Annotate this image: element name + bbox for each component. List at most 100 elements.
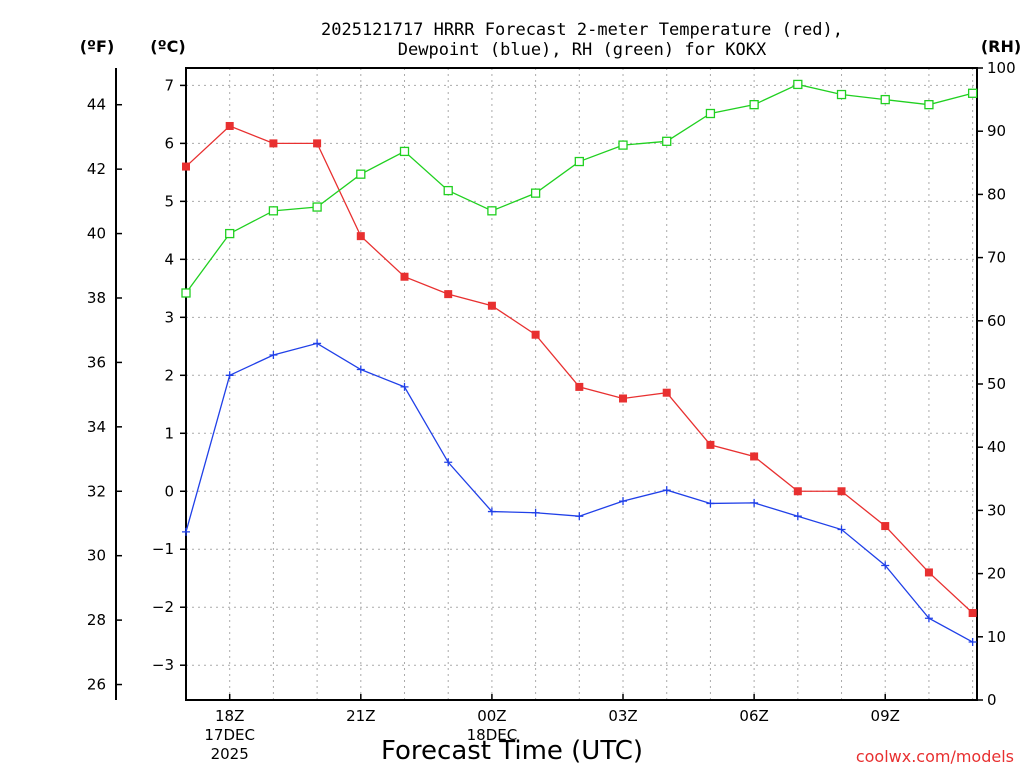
chart-title-line1: 2025121717 HRRR Forecast 2-meter Tempera…: [321, 20, 843, 40]
x-tick-label: 18Z: [215, 707, 244, 725]
fahrenheit-tick-label: 40: [87, 225, 106, 243]
fahrenheit-tick-label: 42: [87, 160, 106, 178]
relative-humidity-point: [181, 288, 191, 298]
dewpoint-point: [793, 512, 802, 521]
2-meter-temperature-point: [313, 139, 322, 148]
relative-humidity-point: [793, 79, 803, 90]
fahrenheit-tick-label: 28: [87, 611, 106, 629]
2-meter-temperature-point: [182, 162, 190, 171]
dewpoint-point: [706, 499, 715, 508]
2-meter-temperature-point: [793, 487, 802, 496]
relative-humidity-point: [443, 185, 453, 196]
rh-tick-label: 70: [987, 249, 1006, 267]
celsius-tick-label: 7: [164, 76, 174, 94]
2-meter-temperature-point: [487, 301, 496, 310]
dewpoint-point: [225, 371, 234, 380]
fahrenheit-tick-label: 30: [87, 547, 106, 565]
x-axis-label: Forecast Time (UTC): [381, 736, 643, 766]
x-tick-label: 00Z: [477, 707, 506, 725]
dewpoint-point: [313, 339, 322, 348]
x-tick-label: 17DEC: [204, 726, 255, 744]
relative-humidity-point: [967, 88, 978, 98]
dewpoint-point: [487, 507, 496, 516]
fahrenheit-tick-label: 32: [87, 482, 106, 500]
2-meter-temperature-point: [531, 330, 540, 339]
2-meter-temperature-point: [619, 394, 628, 403]
relative-humidity-point: [356, 169, 366, 179]
data-series: [181, 79, 978, 647]
rh-tick-label: 0: [987, 691, 997, 709]
dewpoint-point: [444, 458, 453, 467]
celsius-tick-label: −1: [152, 540, 174, 558]
relative-humidity-point: [662, 136, 672, 146]
x-tick-label: 09Z: [871, 707, 900, 725]
celsius-tick-label: 0: [164, 482, 174, 500]
rh-tick-label: 80: [987, 185, 1006, 203]
celsius-tick-label: −2: [152, 598, 174, 616]
dewpoint-point: [269, 351, 278, 360]
celsius-tick-label: 1: [164, 424, 174, 442]
dewpoint-point: [750, 498, 759, 507]
relative-humidity-point: [312, 202, 322, 212]
dewpoint-point: [182, 527, 190, 536]
2-meter-temperature-point: [662, 388, 671, 397]
dewpoint-point: [400, 382, 409, 391]
relative-humidity-point: [924, 100, 934, 110]
fahrenheit-axis-unit: (ºF): [80, 37, 115, 56]
celsius-tick-label: −3: [152, 656, 174, 674]
dewpoint-point: [968, 638, 977, 647]
celsius-tick-label: 2: [164, 366, 174, 384]
fahrenheit-tick-label: 34: [87, 418, 106, 436]
2-meter-temperature-point: [750, 452, 759, 461]
rh-tick-label: 20: [987, 565, 1006, 583]
2-meter-temperature-point: [924, 568, 933, 577]
relative-humidity-point: [225, 228, 235, 239]
dewpoint-point: [924, 614, 933, 623]
dewpoint-point: [662, 486, 671, 495]
dewpoint-point: [837, 525, 846, 534]
2-meter-temperature-point: [269, 139, 278, 148]
relative-humidity-point: [530, 188, 541, 198]
x-tick-label: 18DEC: [467, 726, 518, 744]
watermark: coolwx.com/models: [856, 747, 1014, 766]
2-meter-temperature-point: [356, 232, 365, 241]
2-meter-temperature-point: [881, 522, 890, 531]
chart-title-line2: Dewpoint (blue), RH (green) for KOKX: [398, 40, 767, 60]
relative-humidity-point: [399, 146, 410, 157]
relative-humidity-point: [880, 94, 890, 105]
rh-tick-label: 50: [987, 375, 1006, 393]
celsius-tick-label: 4: [164, 250, 174, 268]
relative-humidity-point: [268, 206, 279, 216]
2-meter-temperature-point: [575, 382, 584, 391]
2-meter-temperature-point: [706, 440, 715, 449]
x-tick-label: 21Z: [346, 707, 375, 725]
x-tick-label: 06Z: [739, 707, 768, 725]
fahrenheit-tick-label: 44: [87, 96, 106, 114]
tick-labels: −3−2−10123456726283032343638404244010203…: [87, 59, 1016, 763]
relative-humidity-point: [749, 100, 759, 110]
dewpoint-point: [619, 497, 628, 506]
2-meter-temperature-point: [400, 272, 409, 281]
dewpoint-point: [575, 512, 584, 521]
rh-tick-label: 10: [987, 628, 1006, 646]
rh-tick-label: 90: [987, 122, 1006, 140]
2-meter-temperature-point: [968, 609, 977, 618]
relative-humidity-point: [487, 206, 497, 216]
axes: [115, 67, 983, 701]
rh-tick-label: 40: [987, 438, 1006, 456]
relative-humidity-point: [836, 89, 847, 100]
rh-tick-label: 60: [987, 312, 1006, 330]
relative-humidity-point: [618, 140, 628, 150]
dewpoint-point: [881, 561, 890, 570]
dewpoint-point: [356, 365, 365, 374]
relative-humidity-point: [705, 108, 716, 119]
2-meter-temperature-point: [225, 121, 234, 130]
rh-tick-label: 100: [987, 59, 1016, 77]
rh-axis-unit: (RH): [981, 37, 1021, 56]
celsius-tick-label: 5: [164, 192, 174, 210]
fahrenheit-tick-label: 26: [87, 676, 106, 694]
2-meter-temperature-point: [444, 290, 453, 299]
relative-humidity-point: [574, 156, 584, 167]
rh-tick-label: 30: [987, 501, 1006, 519]
